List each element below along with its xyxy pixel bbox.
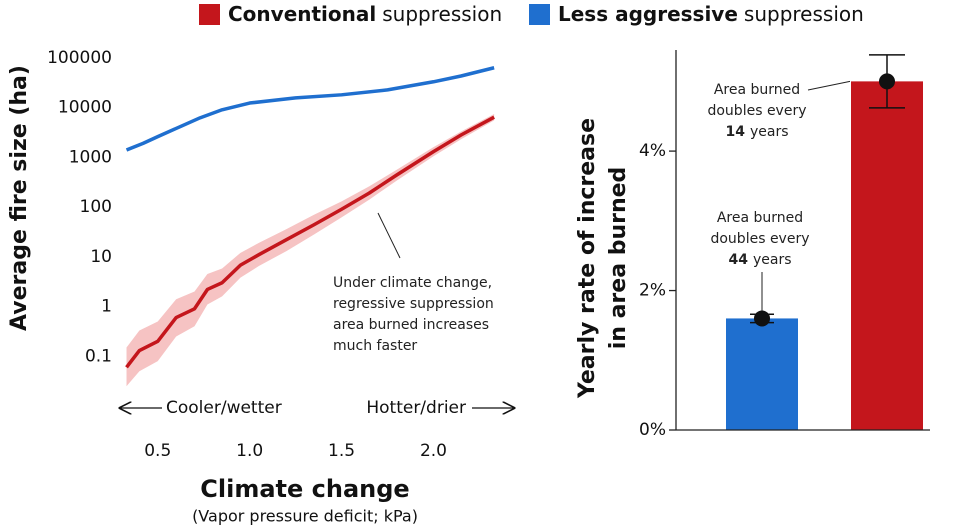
legend-bold: Conventional <box>228 2 376 26</box>
y-tick-label: 1000 <box>69 147 112 167</box>
series-line <box>125 66 495 152</box>
annotation-pointer <box>377 212 401 259</box>
legend-swatch <box>199 4 220 25</box>
x-tick-label: 2.0 <box>420 441 447 461</box>
point <box>879 73 895 90</box>
annotation: 44 years <box>728 252 791 268</box>
legend-text: suppression <box>382 2 502 26</box>
legend-bold: Less aggressive <box>558 2 738 26</box>
annotation: doubles every <box>710 231 809 247</box>
arrow-label: Cooler/wetter <box>166 398 282 418</box>
x-tick-label: 0.5 <box>144 441 171 461</box>
bar <box>851 81 923 430</box>
arrow-label: Hotter/drier <box>366 398 466 418</box>
annotation: regressive suppression <box>333 296 494 312</box>
x-axis-label: Climate change <box>200 475 409 503</box>
x-tick-label: 1.0 <box>236 441 263 461</box>
annotation-text: years <box>750 124 789 140</box>
annotation: Area burned <box>717 210 803 226</box>
y-axis-label: Yearly rate of increase <box>575 118 600 399</box>
y-tick-label: 2% <box>639 281 666 301</box>
x-axis-sublabel: (Vapor pressure deficit; kPa) <box>192 507 418 526</box>
annotation-pointer <box>807 80 851 91</box>
y-tick-label: 0.1 <box>85 346 112 366</box>
annotation: doubles every <box>707 103 806 119</box>
point <box>754 310 770 327</box>
legend-label: Less aggressive suppression <box>558 2 864 26</box>
annotation-bold: 44 <box>728 252 748 268</box>
y-tick-label: 4% <box>639 141 666 161</box>
y-axis-label: Average fire size (ha) <box>7 65 32 331</box>
x-tick-label: 1.5 <box>328 441 355 461</box>
y-tick-label: 1 <box>101 297 112 317</box>
y-tick-label: 100 <box>80 197 112 217</box>
legend-label: Conventional suppression <box>228 2 502 26</box>
annotation: area burned increases <box>333 317 489 333</box>
annotation: 14 years <box>725 124 788 140</box>
annotation: much faster <box>333 338 417 354</box>
annotation-bold: 14 <box>725 124 745 140</box>
y-tick-label: 0% <box>639 420 666 440</box>
y-tick-label: 100000 <box>47 48 112 68</box>
bar <box>726 318 798 430</box>
y-tick-label: 10000 <box>58 98 112 118</box>
confidence-band <box>126 114 495 387</box>
legend-swatch <box>529 4 550 25</box>
annotation-text: years <box>753 252 792 268</box>
annotation: Area burned <box>714 82 800 98</box>
legend-text: suppression <box>744 2 864 26</box>
y-axis-label: in area burned <box>606 167 631 350</box>
annotation: Under climate change, <box>333 275 492 291</box>
series-line <box>125 115 495 369</box>
y-tick-label: 10 <box>90 247 112 267</box>
